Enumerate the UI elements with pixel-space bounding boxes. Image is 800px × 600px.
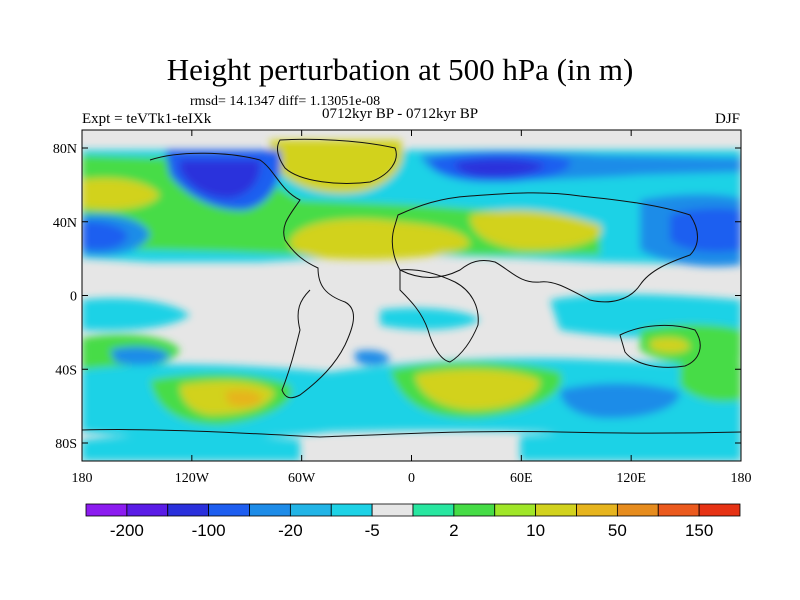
colorbar-label: 2 (449, 521, 458, 540)
sh-blue-pacific (110, 346, 170, 366)
colorbar-swatch (576, 503, 618, 517)
colorbar: -200 -100 -20 -5 2 10 50 150 (85, 503, 741, 540)
colorbar-label: -200 (110, 521, 144, 540)
y-tick-label: 80S (55, 437, 77, 452)
sh-green-pacific-east (680, 360, 741, 402)
equatorial-cyan-atlantic (380, 308, 480, 330)
colorbar-swatch (208, 503, 250, 517)
season-label: DJF (714, 111, 740, 127)
colorbar-swatch (412, 503, 455, 517)
pacific-low-west-core (82, 221, 128, 250)
colorbar-swatch (616, 503, 659, 517)
axes: 180 120W 60W 0 60E 120E 180 80N 40N 0 40S 80S (53, 130, 752, 486)
chart-title: Height perturbation at 500 hPa (in m) (166, 52, 634, 87)
x-tick-label: 120W (175, 471, 210, 486)
sh-orange-atlantic (225, 390, 262, 407)
colorbar-swatch (249, 503, 291, 517)
colorbar-swatch (698, 503, 741, 517)
colorbar-swatch (85, 503, 128, 517)
field-map (82, 130, 741, 461)
greenland-high (270, 140, 404, 194)
eurasia-coast (391, 192, 698, 303)
colorbar-label: 10 (526, 521, 545, 540)
experiment-label: Expt = teVTk1-teIXk (82, 111, 212, 127)
australia-coast (619, 325, 701, 368)
sh-cyan-small (355, 350, 390, 366)
colorbar-swatch (657, 503, 700, 517)
x-tick-label: 60W (288, 471, 316, 486)
colorbar-swatch (494, 503, 537, 517)
equatorial-green-australia (640, 324, 741, 366)
colorbar-swatch (126, 503, 169, 517)
nh-yellow-pacific-west (82, 178, 160, 210)
colorbar-label: 150 (685, 521, 713, 540)
colorbar-swatch (535, 503, 577, 517)
y-tick-label: 40N (53, 216, 77, 231)
period-label: 0712kyr BP - 0712kyr BP (322, 106, 479, 122)
colorbar-swatch (371, 503, 414, 517)
sh-blue-indian (560, 383, 680, 419)
x-tick-label: 0 (408, 471, 415, 486)
siberia-low-core (455, 158, 545, 178)
canada-low-core (180, 160, 261, 198)
nh-yellow-asia (470, 210, 602, 251)
colorbar-swatch (330, 503, 373, 517)
x-tick-label: 60E (510, 471, 533, 486)
colorbar-swatch (289, 503, 332, 517)
nh-yellow-atlantic (289, 219, 470, 260)
equatorial-cyan-west (82, 298, 190, 331)
y-tick-label: 40S (55, 363, 77, 378)
x-tick-label: 180 (731, 471, 752, 486)
greenland-coast (277, 138, 397, 184)
antarctic-cyan-east (520, 432, 741, 461)
x-tick-label: 180 (72, 471, 93, 486)
colorbar-label: -5 (365, 521, 380, 540)
sh-yellow-africa (415, 369, 540, 410)
stats-line: rmsd= 14.1347 diff= 1.13051e-08 (190, 94, 381, 109)
africa-coast (399, 269, 479, 363)
colorbar-label: -20 (278, 521, 303, 540)
colorbar-label: 50 (608, 521, 627, 540)
y-tick-label: 0 (70, 290, 77, 305)
antarctica-coast (82, 429, 741, 438)
americas-coast (149, 152, 354, 399)
x-tick-label: 120E (616, 471, 646, 486)
y-tick-label: 80N (53, 142, 77, 157)
colorbar-swatch (167, 503, 210, 517)
coastlines (82, 138, 741, 438)
colorbar-swatch (453, 503, 496, 517)
pacific-low-east-core (670, 208, 741, 252)
equatorial-yellow-australia (650, 337, 690, 353)
colorbar-label: -100 (192, 521, 226, 540)
antarctic-cyan-west (82, 434, 300, 461)
